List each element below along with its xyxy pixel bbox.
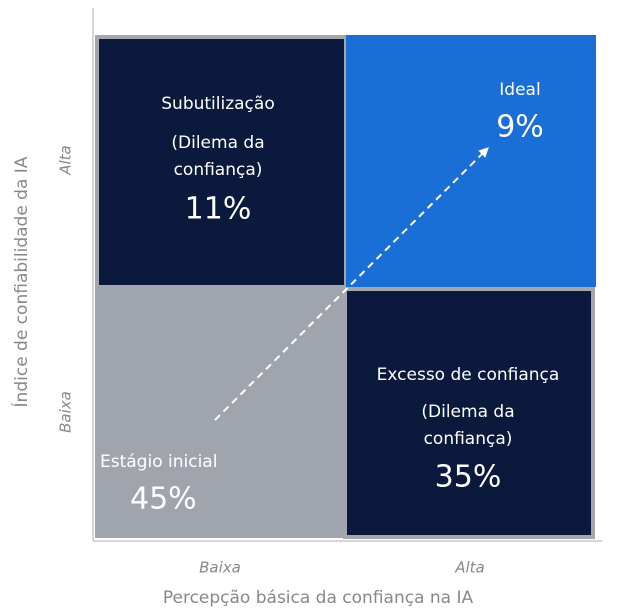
quadrant-overtrust (343, 287, 595, 539)
quadrant-note: (Dilema da (171, 133, 264, 153)
quadrant-share: 45% (130, 482, 197, 517)
quadrant-share: 35% (435, 460, 502, 495)
progress-arrow (214, 147, 489, 421)
quadrant-title: Excesso de confiança (377, 365, 560, 385)
quadrant-note: confiança) (424, 429, 513, 449)
quadrant-share: 9% (496, 110, 544, 145)
x-axis-title: Percepção básica da confiança na IA (163, 588, 474, 608)
quadrant-ideal (346, 35, 596, 287)
x-high-label: Alta (454, 559, 485, 577)
x-low-label: Baixa (199, 559, 241, 577)
quadrant-initial (95, 287, 346, 538)
quadrant-title: Subutilização (161, 94, 274, 114)
quadrant-title: Estágio inicial (100, 452, 217, 472)
y-high-label: Alta (57, 145, 75, 176)
quadrant-note: confiança) (174, 160, 263, 180)
y-axis-title: Índice de confiabilidade da IA (10, 156, 32, 407)
quadrant-share: 11% (185, 192, 252, 227)
y-low-label: Baixa (57, 391, 75, 433)
quadrant-title: Ideal (499, 80, 540, 100)
quadrant-underuse (95, 35, 348, 289)
quadrant-note: (Dilema da (421, 402, 514, 422)
